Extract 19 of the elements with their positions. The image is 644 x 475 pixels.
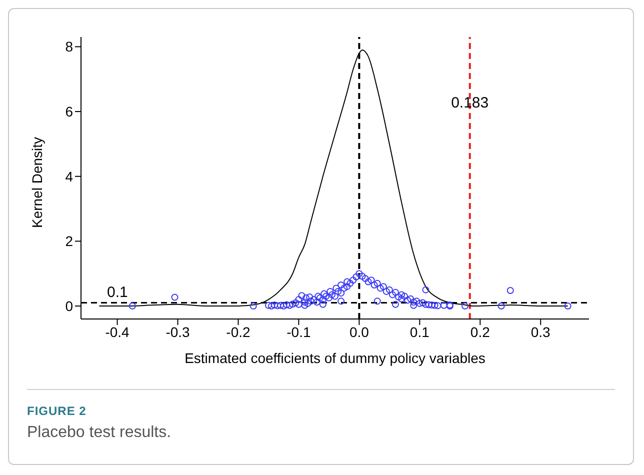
text: FIGURE 2 [27,404,88,418]
x-tick-label: -0.3 [166,324,190,340]
y-tick-label: 4 [65,168,74,184]
y-tick-label: 6 [65,104,74,120]
x-tick-label: -0.2 [226,324,251,340]
x-tick-label: 0.0 [349,324,370,340]
y-tick-label: 8 [65,38,74,55]
x-tick-label: 0.2 [470,324,490,340]
y-tick-label: 0 [65,298,74,314]
y-axis-title: Kernel Density [28,136,45,228]
x-tick-label: 0.3 [530,324,551,340]
x-axis-title: Estimated coefficients of dummy policy variables [184,350,486,366]
ref-line-label: 0.183 [451,94,489,112]
y-tick-label: 2 [65,233,74,250]
text: Placebo test results. [27,424,172,442]
x-tick-label: 0.1 [410,324,430,340]
ref-line-label: 0.1 [107,284,128,301]
x-tick-label: -0.1 [286,324,311,340]
x-tick-label: -0.4 [105,324,130,340]
